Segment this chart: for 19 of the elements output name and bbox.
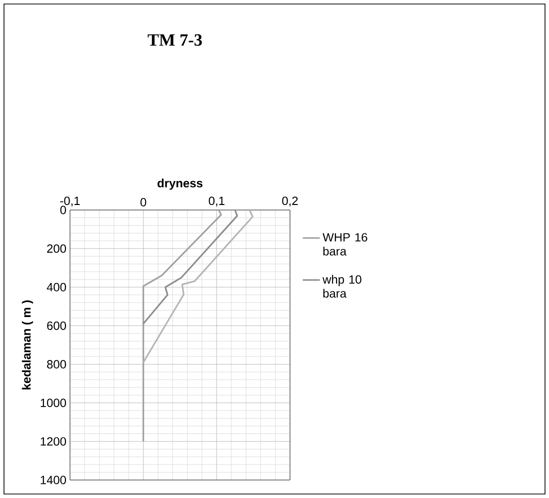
legend-label: whp 10 bara — [322, 274, 362, 298]
x-tick-label: -0,1 — [60, 196, 80, 206]
y-tick-label: 0 — [60, 206, 66, 214]
y-tick-label: 1400 — [40, 476, 66, 484]
x-tick-label: 0,1 — [208, 196, 224, 206]
y-tick-label: 200 — [47, 244, 66, 253]
x-axis-title: dryness — [158, 178, 202, 190]
y-tick-label: 1000 — [40, 398, 66, 408]
y-tick-label: 600 — [47, 321, 66, 330]
legend-label: WHP 16 bara — [322, 233, 368, 256]
y-tick-label: 400 — [46, 282, 66, 292]
line-series — [142, 210, 238, 325]
y-tick-label: 1200 — [40, 437, 66, 446]
y-tick-label: 800 — [47, 360, 66, 369]
x-tick-label: 0 — [140, 198, 146, 206]
x-tick-label: 0,2 — [282, 196, 298, 206]
line-series — [142, 210, 254, 364]
chart-title: TM 7-3 — [148, 34, 202, 46]
y-axis-title: kedalaman ( m ) — [22, 300, 34, 390]
